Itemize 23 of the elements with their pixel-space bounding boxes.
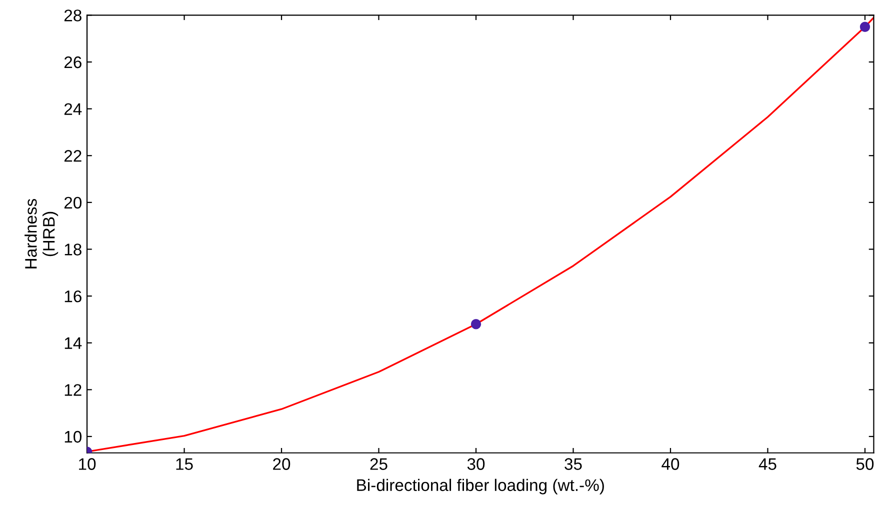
point: [470, 319, 482, 330]
y-tick-label: 28: [64, 10, 82, 22]
y-tick-label: 12: [64, 384, 82, 396]
x-tick-label: 50: [856, 458, 874, 470]
y-tick-label: 26: [64, 56, 82, 68]
x-tick-label: 35: [564, 458, 582, 470]
x-tick-label: 45: [758, 458, 776, 470]
x-tick-label: 15: [176, 458, 193, 470]
y-axis-title: Hardness (HRB): [24, 198, 58, 268]
x-axis-title: Bi-directional fiber loading (wt.-%): [357, 478, 604, 494]
x-tick-label: 25: [370, 458, 388, 470]
x-tick-label: 10: [79, 458, 96, 470]
point: [860, 22, 870, 32]
y-tick-label: 10: [64, 430, 82, 443]
y-tick-label: 18: [64, 244, 82, 256]
x-tick-label: 40: [662, 458, 680, 470]
x-tick-label: 20: [273, 458, 290, 470]
y-tick-label: 20: [64, 196, 82, 209]
x-tick-label: 30: [467, 458, 485, 470]
y-tick-label: 16: [64, 290, 82, 302]
y-tick-label: 14: [64, 337, 82, 349]
y-tick-label: 24: [64, 103, 82, 115]
y-tick-label: 22: [64, 150, 82, 162]
